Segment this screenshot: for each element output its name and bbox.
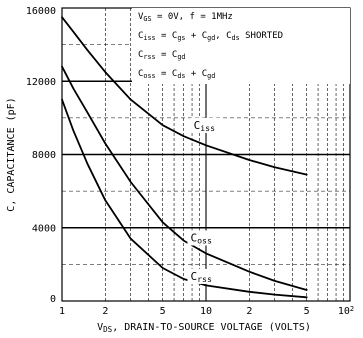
x-tick-base: 10 xyxy=(200,306,212,317)
y-tick-label: 4000 xyxy=(32,223,56,234)
curve-label-sub: iss xyxy=(200,123,215,133)
y-tick-label: 12000 xyxy=(26,77,56,88)
legend-segment: C xyxy=(138,69,143,79)
legend-segment: C xyxy=(138,50,143,60)
x-axis-title-rest: , DRAIN-TO-SOURCE VOLTAGE (VOLTS) xyxy=(112,322,311,333)
curve-label-bg xyxy=(190,117,223,133)
legend-segment: + C xyxy=(185,69,207,79)
curve-label-main: C xyxy=(190,270,197,283)
curve-label-main: C xyxy=(194,119,201,132)
x-tick-sup: 2 xyxy=(350,305,354,313)
legend-segment: rss xyxy=(143,53,155,61)
curve-label-bg xyxy=(187,268,220,284)
legend-box xyxy=(132,8,350,84)
x-tick-label: 1 xyxy=(59,306,65,317)
x-tick-base: 5 xyxy=(160,306,166,317)
axis-titles: VDS, DRAIN-TO-SOURCE VOLTAGE (VOLTS) C, C… xyxy=(6,97,311,334)
series-coss xyxy=(61,65,308,291)
legend-line: Ciss = Cgs + Cgd, Cds SHORTED xyxy=(138,31,283,42)
x-axis-title: VDS, DRAIN-TO-SOURCE VOLTAGE (VOLTS) xyxy=(97,322,311,334)
x-tick-label: 10 xyxy=(200,306,212,317)
legend-annotations: VGS = 0V, f = 1MHz Ciss = Cgs + Cgd, Cds … xyxy=(132,8,350,84)
legend-line: Coss = Cds + Cgd xyxy=(138,69,215,80)
legend-segment: ds xyxy=(177,72,185,80)
series-ciss xyxy=(61,16,308,176)
x-tick-label: 2 xyxy=(102,306,108,317)
x-tick-label: 5 xyxy=(160,306,166,317)
legend-segment: + C xyxy=(185,31,207,41)
legend-segment: = C xyxy=(156,31,178,41)
legend-segment: = 0V, f = 1MHz xyxy=(152,12,233,22)
legend-segment: ds xyxy=(232,34,240,42)
legend-line: Crss = Cgd xyxy=(138,50,185,61)
legend-segment: gd xyxy=(207,34,215,42)
legend-segment: V xyxy=(138,12,144,22)
curve-label-ciss: Ciss xyxy=(194,119,216,133)
legend-segment: oss xyxy=(143,72,155,80)
legend-segment: gs xyxy=(177,34,185,42)
x-axis-title-main: V xyxy=(97,322,103,333)
x-tick-base: 1 xyxy=(59,306,65,317)
curve-label-coss: Coss xyxy=(190,231,212,245)
curve-label-sub: oss xyxy=(197,236,212,246)
curve-label-crss: Crss xyxy=(190,270,212,284)
legend-line: VGS = 0V, f = 1MHz xyxy=(138,12,233,23)
x-tick-base: 5 xyxy=(304,306,310,317)
legend-segment: , C xyxy=(215,31,231,41)
x-tick-label: 102 xyxy=(338,305,354,317)
legend-segment: = C xyxy=(156,69,178,79)
legend-segment: GS xyxy=(143,15,151,23)
legend-segment: gd xyxy=(207,72,215,80)
x-tick-label: 5 xyxy=(304,306,310,317)
series-crss xyxy=(61,98,308,299)
curve-label-bg xyxy=(187,230,220,246)
x-tick-base: 2 xyxy=(102,306,108,317)
y-axis-title: C, CAPACITANCE (pF) xyxy=(6,97,17,211)
y-tick-label: 0 xyxy=(50,294,56,305)
x-tick-label: 2 xyxy=(246,306,252,317)
legend-segment: iss xyxy=(143,34,155,42)
curve-label-sub: rss xyxy=(197,274,212,284)
legend-segment: gd xyxy=(177,53,185,61)
curve-label-main: C xyxy=(190,231,197,244)
y-tick-label: 8000 xyxy=(32,150,56,161)
legend-segment: C xyxy=(138,31,143,41)
legend-segment: SHORTED xyxy=(240,31,283,41)
x-tick-base: 2 xyxy=(246,306,252,317)
y-tick-label: 16000 xyxy=(26,6,56,17)
legend-segment: = C xyxy=(156,50,178,60)
curves xyxy=(61,16,308,299)
x-axis-title-sub: DS xyxy=(103,325,113,334)
x-tick-base: 10 xyxy=(338,306,350,317)
